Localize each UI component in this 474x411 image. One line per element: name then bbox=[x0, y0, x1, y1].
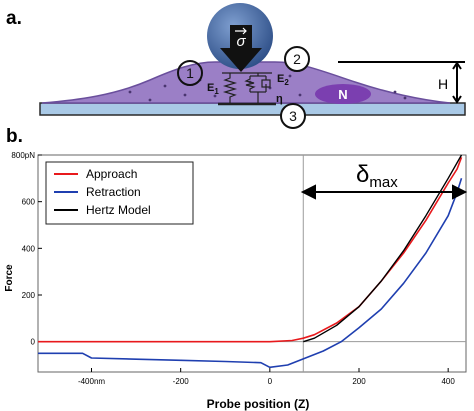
y-tick-label: 200 bbox=[22, 291, 36, 300]
callout-2: 2 bbox=[284, 46, 310, 72]
x-axis-title: Probe position (Z) bbox=[207, 397, 310, 411]
viscoelastic-model bbox=[218, 72, 276, 106]
legend-label-hertz: Hertz Model bbox=[86, 203, 151, 217]
delta-max-label: δmax bbox=[356, 161, 398, 191]
y-axis-title: Force bbox=[4, 264, 15, 292]
callout-1-label: 1 bbox=[186, 65, 194, 81]
stress-arrow-icon bbox=[220, 25, 262, 72]
panel-b-label: b. bbox=[6, 126, 23, 147]
y-tick-label: 400 bbox=[22, 244, 36, 253]
x-tick-label: 0 bbox=[268, 377, 273, 386]
legend-label-approach: Approach bbox=[86, 167, 137, 181]
eta-label: η bbox=[276, 93, 283, 105]
callout-3-label: 3 bbox=[289, 108, 297, 124]
nucleus bbox=[315, 84, 371, 104]
vector-arrow-icon bbox=[235, 27, 247, 35]
y-tick-label: 800pN bbox=[11, 151, 35, 160]
x-tick-label: -200 bbox=[173, 377, 190, 386]
x-tick-label: 400 bbox=[441, 377, 455, 386]
y-tick-label: 0 bbox=[31, 338, 36, 347]
y-tick-labels: 800pN 600 400 200 0 bbox=[11, 151, 35, 347]
callout-2-label: 2 bbox=[293, 51, 301, 67]
callout-1: 1 bbox=[177, 60, 203, 86]
nucleus-label: N bbox=[338, 87, 347, 102]
callout-3: 3 bbox=[280, 103, 306, 129]
plot-marks bbox=[38, 154, 466, 372]
plot-frame bbox=[37, 154, 467, 373]
x-tick-labels: -400nm -200 0 200 400 bbox=[78, 377, 455, 386]
sigma-label: σ bbox=[236, 33, 246, 50]
y-tick-label: 600 bbox=[22, 198, 36, 207]
legend: Approach Retraction Hertz Model bbox=[45, 161, 194, 225]
legend-label-retraction: Retraction bbox=[86, 185, 141, 199]
delta-max-arrow bbox=[300, 184, 468, 200]
e2-label: E2 bbox=[277, 73, 289, 87]
series-line-retraction bbox=[38, 178, 463, 369]
series-line-hertz-model bbox=[303, 154, 463, 343]
series-line-approach bbox=[38, 157, 463, 343]
x-tick-label: 200 bbox=[352, 377, 366, 386]
e1-label: E1 bbox=[207, 82, 219, 96]
height-label: H bbox=[438, 76, 448, 92]
height-indicator bbox=[338, 61, 465, 104]
panel-a-label: a. bbox=[6, 8, 22, 29]
x-tick-label: -400nm bbox=[78, 377, 105, 386]
